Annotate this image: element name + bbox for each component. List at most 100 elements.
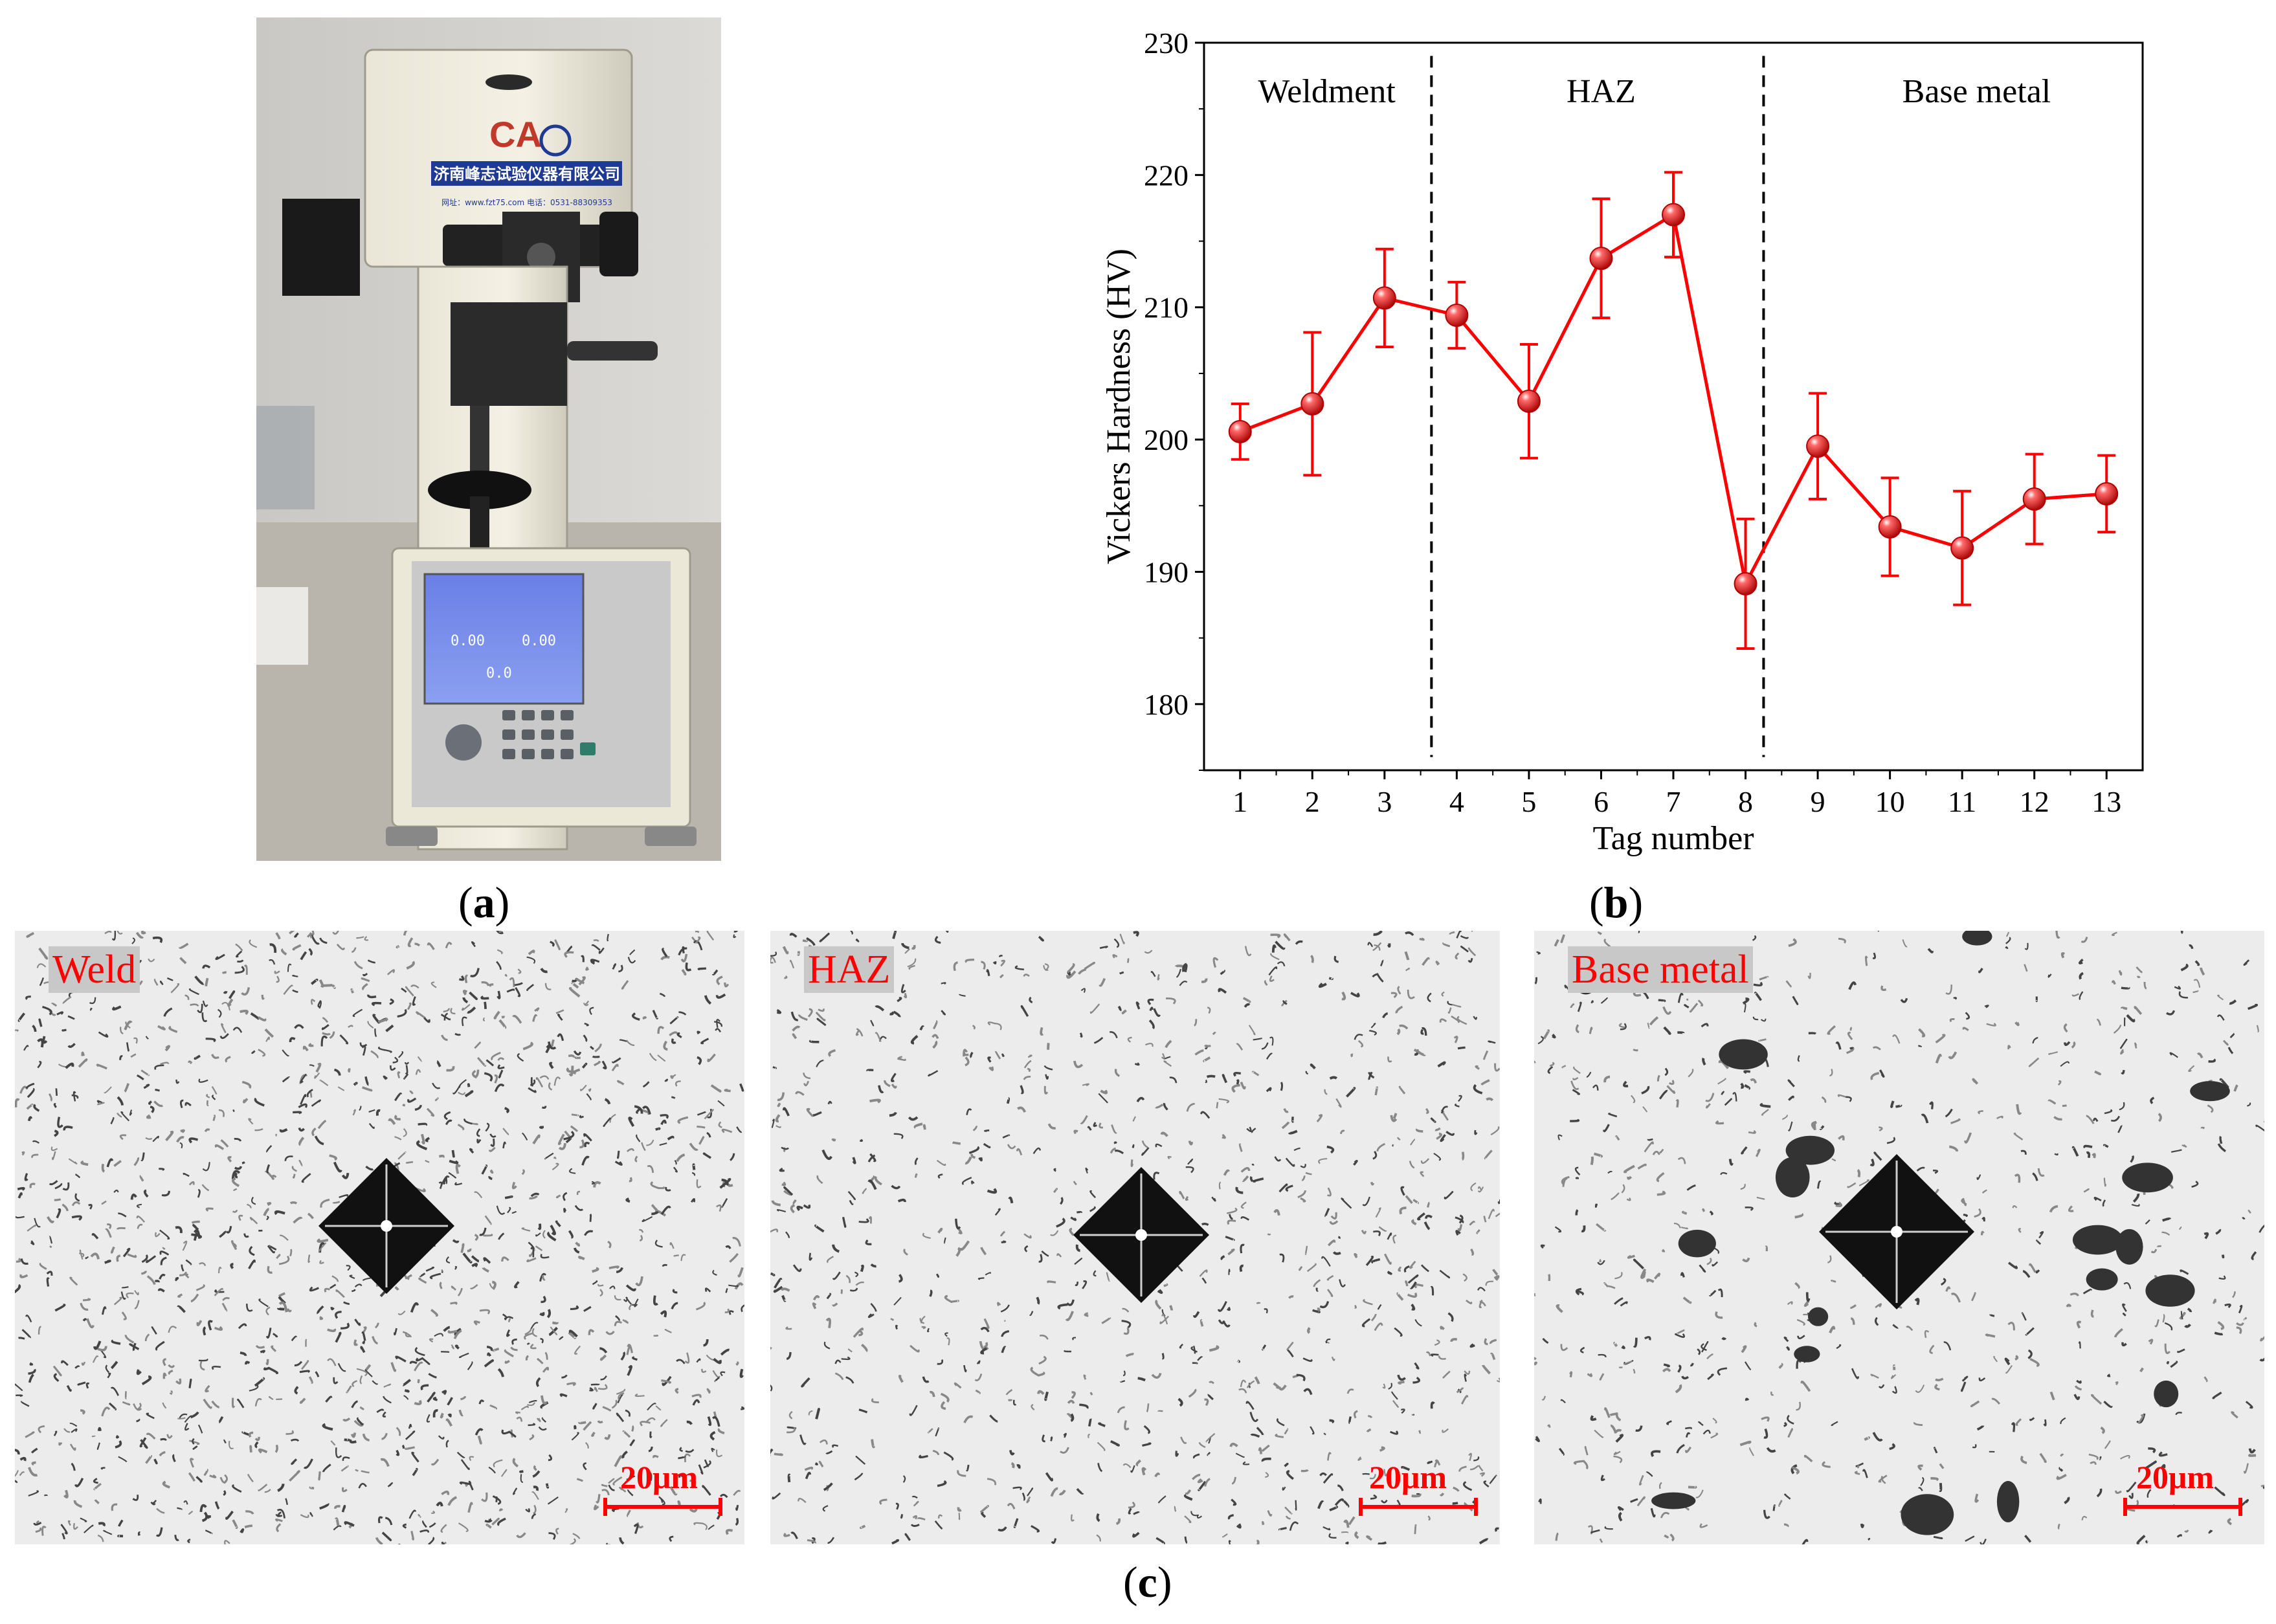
grain-boundary [1240,1216,1250,1221]
grain-boundary [561,1374,568,1379]
grain-boundary [1673,1223,1681,1229]
grain-boundary [1669,1080,1675,1085]
grain-boundary [585,966,590,971]
grain-boundary [407,1097,417,1103]
grain-boundary [1341,991,1346,1001]
grain-boundary [860,1139,863,1142]
grain-boundary [2093,1197,2102,1201]
grain-boundary [38,1326,41,1335]
grain-boundary [1759,975,1769,981]
grain-boundary [576,1478,583,1482]
grain-boundary [978,1157,983,1162]
grain-boundary [19,1274,28,1278]
grain-boundary [203,1326,206,1336]
grain-boundary [1279,1253,1285,1263]
grain-boundary [1023,1060,1032,1069]
grain-boundary [44,1494,48,1496]
grain-boundary [1348,1416,1352,1425]
grain-boundary [1339,1129,1345,1135]
grain-boundary [242,1098,249,1104]
grain-boundary [599,1354,607,1361]
grain-boundary [577,1256,585,1261]
grain-boundary [1732,1092,1737,1102]
grain-boundary [1344,1541,1349,1544]
grain-boundary [15,1383,23,1392]
grain-boundary [2248,1448,2256,1454]
grain-boundary [1222,1133,1226,1139]
grain-boundary [677,1116,689,1124]
grain-boundary [1013,1518,1019,1528]
grain-boundary [2158,1451,2168,1457]
grain-boundary [1154,1472,1161,1478]
grain-boundary [1791,1466,1800,1475]
grain-boundary [814,1462,818,1466]
grain-boundary [1098,1093,1108,1104]
grain-boundary [2047,973,2052,978]
grain-boundary [2029,1357,2040,1367]
grain-boundary [111,1339,121,1345]
grain-boundary [1754,1322,1757,1328]
grain-boundary [467,1248,472,1252]
grain-boundary [1396,1292,1404,1301]
grain-boundary [1440,1474,1444,1485]
grain-boundary [199,1361,205,1371]
grain-boundary [414,1104,422,1111]
grain-boundary [118,1456,128,1463]
grain-boundary [69,1276,78,1286]
grain-boundary [105,1228,112,1238]
grain-boundary [898,1374,904,1383]
grain-boundary [1829,1069,1833,1077]
grain-boundary [619,1537,625,1544]
grain-boundary [27,1224,36,1232]
grain-boundary [1047,1280,1056,1284]
grain-boundary [521,1169,525,1175]
grain-boundary [855,1281,865,1286]
grain-boundary [1468,1452,1472,1462]
grain-boundary [101,1163,106,1173]
grain-boundary [1066,1299,1075,1306]
grain-boundary [1274,1156,1282,1162]
grain-boundary [279,1234,289,1241]
scale-bar [2123,1498,2242,1516]
grain-boundary [1496,1377,1500,1383]
grain-boundary [1093,1122,1098,1128]
grain-boundary [1549,1062,1555,1067]
grain-boundary [593,939,599,942]
grain-boundary [1390,1430,1399,1435]
grain-boundary [1547,1066,1554,1074]
grain-boundary [1135,1459,1141,1467]
grain-boundary [2005,931,2009,937]
grain-boundary [539,1311,545,1317]
grain-boundary [1598,1353,1607,1358]
grain-boundary [261,994,265,1000]
grain-boundary [145,1454,153,1464]
grain-boundary [504,1195,513,1199]
grain-boundary [988,1066,994,1071]
grain-boundary [660,1498,664,1503]
grain-boundary [2028,1057,2040,1067]
grain-boundary [1222,1533,1228,1538]
grain-boundary [1980,1539,1987,1544]
grain-boundary [591,1431,596,1437]
grain-boundary [869,1098,881,1104]
grain-boundary [1755,1148,1761,1157]
grain-boundary [1209,1381,1214,1385]
grain-boundary [651,1210,659,1216]
grain-boundary [441,1390,447,1396]
grain-boundary [706,1388,711,1394]
grain-boundary [1000,1304,1010,1313]
grain-boundary [2180,1269,2189,1275]
grain-boundary [609,1285,616,1289]
grain-boundary [1972,1444,1977,1449]
grain-boundary [85,1382,90,1389]
grain-boundary [770,956,774,964]
grain-boundary [697,1111,706,1116]
grain-boundary [1388,1383,1393,1390]
grain-boundary [911,1495,918,1499]
grain-boundary [1558,1447,1565,1456]
grain-boundary [351,947,357,953]
grain-boundary [1447,1312,1454,1322]
grain-boundary [319,1079,329,1087]
grain-boundary [276,1254,281,1259]
grain-boundary [1253,1037,1262,1041]
